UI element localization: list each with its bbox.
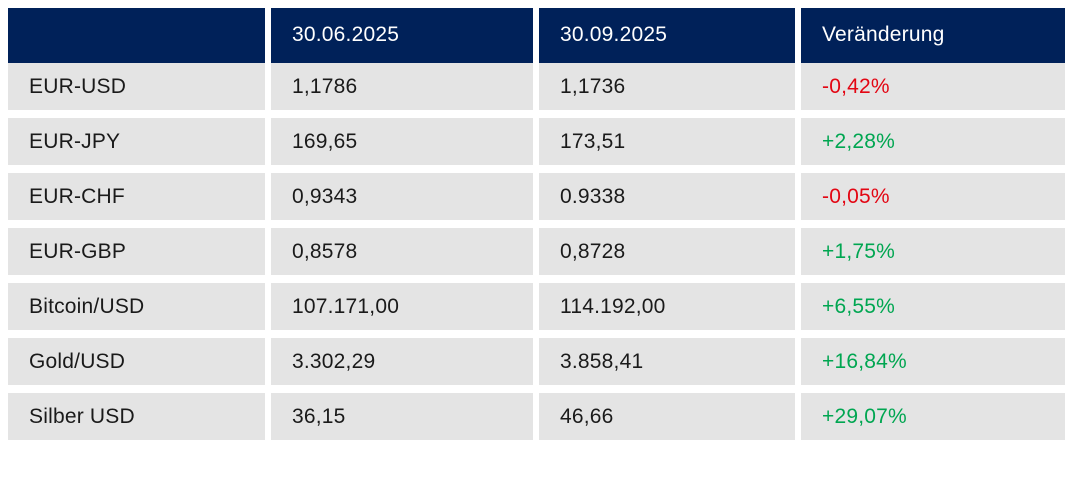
row-value-end: 46,66 [539,393,795,440]
row-change: +29,07% [801,393,1065,440]
row-value-start: 3.302,29 [271,338,533,385]
row-value-end: 0,8728 [539,228,795,275]
row-value-start: 169,65 [271,118,533,165]
row-label: EUR-USD [8,63,265,110]
row-value-end: 173,51 [539,118,795,165]
row-value-start: 107.171,00 [271,283,533,330]
row-value-end: 0.9338 [539,173,795,220]
row-change: -0,42% [801,63,1065,110]
row-value-end: 3.858,41 [539,338,795,385]
row-value-end: 114.192,00 [539,283,795,330]
row-value-start: 1,1786 [271,63,533,110]
row-label: EUR-GBP [8,228,265,275]
row-value-start: 36,15 [271,393,533,440]
row-value-start: 0,9343 [271,173,533,220]
row-change: +16,84% [801,338,1065,385]
row-change: +2,28% [801,118,1065,165]
row-change: -0,05% [801,173,1065,220]
row-change: +1,75% [801,228,1065,275]
row-label: EUR-CHF [8,173,265,220]
market-rates-table: 30.06.2025 30.09.2025 Veränderung EUR-US… [8,8,1065,440]
row-change: +6,55% [801,283,1065,330]
row-label: Silber USD [8,393,265,440]
row-value-end: 1,1736 [539,63,795,110]
row-value-start: 0,8578 [271,228,533,275]
row-label: EUR-JPY [8,118,265,165]
row-label: Gold/USD [8,338,265,385]
row-label: Bitcoin/USD [8,283,265,330]
